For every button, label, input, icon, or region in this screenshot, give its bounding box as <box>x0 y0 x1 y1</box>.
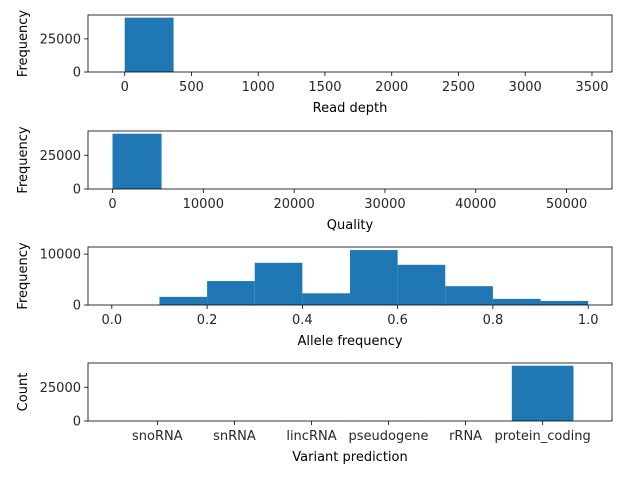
y-axis-label: Frequency <box>16 126 31 193</box>
x-tick-label: 1000 <box>242 80 275 95</box>
axes-frame <box>87 246 613 306</box>
x-tick-label: lincRNA <box>286 429 336 444</box>
y-tick-label: 25000 <box>40 32 81 47</box>
histogram-bar <box>540 300 589 305</box>
x-tick-label: snoRNA <box>132 429 183 444</box>
x-tick-label: protein_coding <box>495 429 591 444</box>
histogram-bar <box>350 250 398 305</box>
x-tick-label: snRNA <box>213 429 256 444</box>
y-tick-label: 0 <box>73 66 81 81</box>
x-axis-label: Variant prediction <box>292 450 407 465</box>
x-tick-label: 0 <box>121 80 129 95</box>
histogram-bar <box>207 281 255 305</box>
x-tick-label: 2500 <box>442 80 475 95</box>
axes-frame <box>87 14 613 73</box>
x-tick-label: pseudogene <box>349 429 429 444</box>
x-tick-label: 3000 <box>509 80 542 95</box>
x-tick-label: 3500 <box>575 80 608 95</box>
x-tick-label: 40000 <box>455 197 496 212</box>
histogram-bar <box>397 264 446 305</box>
histogram-bar <box>445 286 493 305</box>
axes-frame <box>87 362 613 422</box>
subplot-2: 0 10000 20000 30000 40000 50000 0 25000 Quality F… <box>16 126 613 233</box>
histogram-bar <box>302 293 350 305</box>
histogram-bar <box>492 298 541 305</box>
y-axis-label: Count <box>16 373 31 412</box>
y-axis-label: Frequency <box>16 242 31 309</box>
x-tick-label: 0.6 <box>387 313 408 328</box>
x-tick-label: 10000 <box>183 197 224 212</box>
bar <box>511 365 574 421</box>
x-tick-label: rRNA <box>449 429 482 444</box>
histogram-bar <box>112 133 162 189</box>
y-tick-label: 0 <box>73 299 81 314</box>
x-tick-label: 0.0 <box>101 313 122 328</box>
y-tick-label: 0 <box>73 415 81 430</box>
axes-frame <box>87 130 613 190</box>
x-tick-label: 0.8 <box>483 313 504 328</box>
x-tick-label: 0 <box>108 197 116 212</box>
x-axis-label: Quality <box>327 218 374 233</box>
x-tick-label: 30000 <box>364 197 405 212</box>
histogram-bar <box>159 296 208 305</box>
y-axis-label: Frequency <box>16 10 31 77</box>
y-tick-label: 0 <box>73 183 81 198</box>
x-tick-label: 0.2 <box>197 313 218 328</box>
subplot-4: snoRNA snRNA lincRNA pseudogene rRNA protein_… <box>16 362 613 465</box>
x-tick-label: 50000 <box>546 197 587 212</box>
x-tick-label: 0.4 <box>292 313 313 328</box>
histogram-bar <box>124 17 174 73</box>
y-tick-label: 10000 <box>40 248 81 263</box>
x-tick-label: 1500 <box>308 80 341 95</box>
subplot-1: 0 500 1000 1500 2000 2500 3000 3500 0 25000 Read d… <box>16 10 613 116</box>
y-tick-label: 25000 <box>40 149 81 164</box>
subplot-3: 0.0 0.2 0.4 0.6 0.8 1.0 0 10000 Allele frequency… <box>16 242 613 349</box>
x-axis-label: Read depth <box>313 101 388 116</box>
histogram-bar <box>254 262 303 305</box>
x-tick-label: 20000 <box>273 197 314 212</box>
x-tick-label: 2000 <box>375 80 408 95</box>
x-tick-label: 1.0 <box>578 313 599 328</box>
x-tick-label: 500 <box>179 80 204 95</box>
x-axis-label: Allele frequency <box>297 334 402 349</box>
y-tick-label: 25000 <box>40 381 81 396</box>
